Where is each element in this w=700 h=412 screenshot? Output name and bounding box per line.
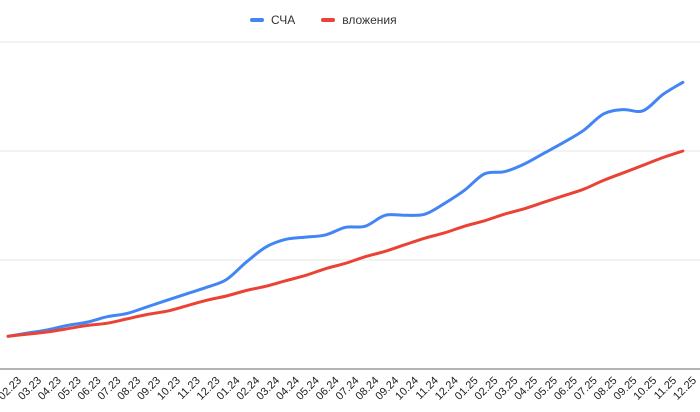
- series-line-scha: [6, 80, 685, 338]
- legend-item-vlozheniya[interactable]: вложения: [321, 13, 397, 27]
- legend-swatch-scha-icon: [250, 18, 264, 22]
- x-axis-label: 10.25: [631, 375, 659, 403]
- x-axis-label: 12.25: [671, 375, 699, 403]
- legend: СЧА вложения: [250, 13, 397, 27]
- x-axis-label: 10.24: [393, 375, 421, 403]
- legend-item-scha[interactable]: СЧА: [250, 13, 295, 27]
- series-line-vlozheniya: [6, 149, 685, 338]
- legend-label-scha: СЧА: [271, 13, 296, 27]
- legend-swatch-vlozheniya-icon: [321, 18, 336, 22]
- x-axis-label: 10.23: [155, 375, 183, 403]
- legend-label-vlozheniya: вложения: [342, 13, 397, 27]
